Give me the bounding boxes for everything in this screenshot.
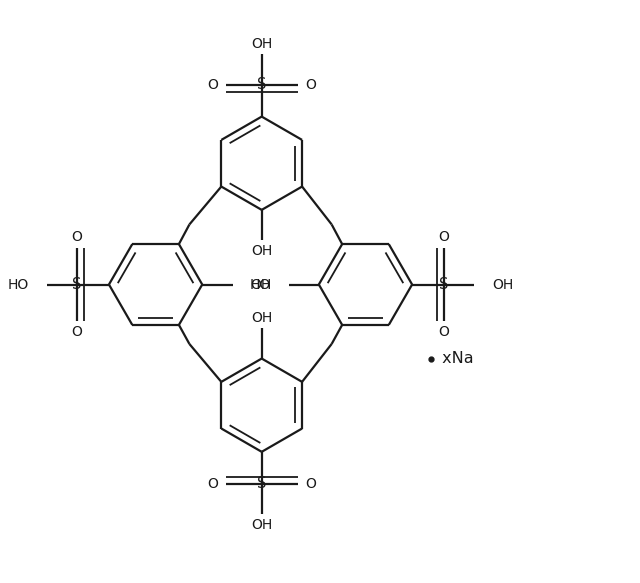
Text: xNa: xNa: [436, 351, 473, 366]
Text: HO: HO: [8, 278, 29, 292]
Text: O: O: [72, 325, 83, 339]
Text: S: S: [440, 277, 449, 292]
Text: S: S: [257, 77, 266, 92]
Text: HO: HO: [250, 278, 271, 292]
Text: S: S: [257, 476, 266, 491]
Text: OH: OH: [251, 518, 273, 532]
Text: O: O: [305, 477, 316, 491]
Text: OH: OH: [492, 278, 513, 292]
Text: O: O: [305, 78, 316, 92]
Text: O: O: [439, 230, 450, 244]
Text: O: O: [439, 325, 450, 339]
Text: O: O: [207, 477, 218, 491]
Text: OH: OH: [250, 278, 271, 292]
Text: O: O: [207, 78, 218, 92]
Text: OH: OH: [251, 311, 273, 325]
Text: OH: OH: [251, 37, 273, 51]
Text: O: O: [72, 230, 83, 244]
Text: OH: OH: [251, 244, 273, 258]
Text: S: S: [72, 277, 81, 292]
